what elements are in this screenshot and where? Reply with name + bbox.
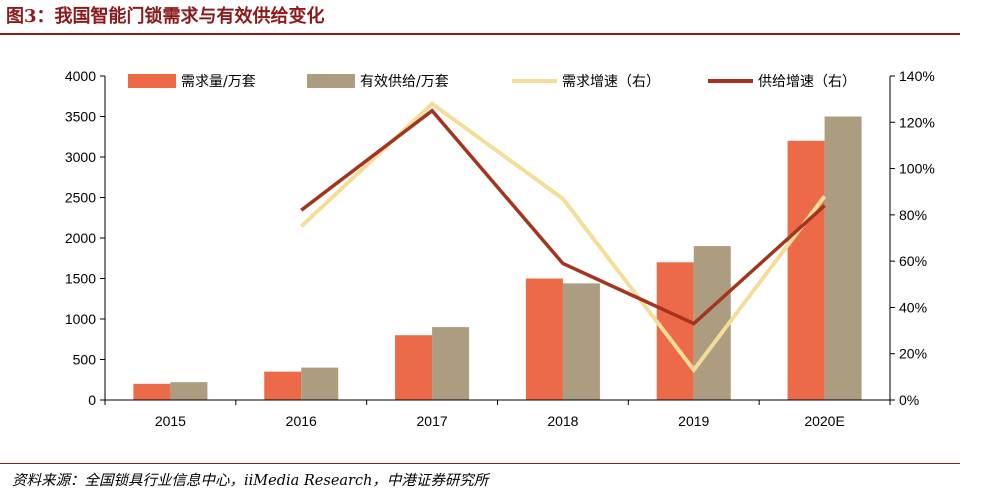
- y-left-tick-label: 2000: [65, 230, 96, 246]
- source-note: 资料来源：全国锁具行业信息中心，iiMedia Research，中港证券研究所: [12, 473, 489, 489]
- legend-supply-swatch: [307, 74, 355, 88]
- bar-demand-2017: [395, 335, 433, 400]
- axes-group: 0 500 1000 1500 2000 2500 3000 3500 4000 0% 20% 40%…: [65, 68, 935, 429]
- bar-supply-2020E: [824, 116, 862, 400]
- bar-demand-2015: [133, 383, 171, 400]
- y-right-tick-label: 80%: [899, 207, 927, 223]
- legend-supply-growth-label: 供给增速（右）: [758, 74, 856, 90]
- y-right-tick-label: 100%: [899, 161, 935, 177]
- y-right-tick-label: 140%: [899, 68, 935, 84]
- bar-supply-2016: [301, 367, 339, 400]
- bar-supply-2019: [693, 246, 731, 400]
- y-left-tick-label: 1500: [65, 271, 96, 287]
- y-right-tick-label: 20%: [899, 346, 927, 362]
- y-right-tick-label: 120%: [899, 114, 935, 130]
- y-left-tick-label: 4000: [65, 68, 96, 84]
- y-left-tick-label: 1000: [65, 311, 96, 327]
- y-left-tick-label: 3500: [65, 109, 96, 125]
- legend-demand-swatch: [128, 74, 176, 88]
- bar-demand-2016: [264, 371, 302, 400]
- legend: 需求量/万套 有效供给/万套 需求增速（右） 供给增速（右）: [128, 74, 856, 90]
- lines-group: [299, 101, 827, 374]
- y-left-tick-label: 2500: [65, 190, 96, 206]
- y-left-tick-label: 500: [73, 352, 97, 368]
- y-right-tick-label: 40%: [899, 299, 927, 315]
- header-rule: [0, 33, 960, 35]
- bars-group: [133, 116, 862, 401]
- y-right-tick-label: 60%: [899, 253, 927, 269]
- legend-demand-growth-label: 需求增速（右）: [562, 74, 660, 90]
- legend-demand-label: 需求量/万套: [181, 74, 256, 90]
- y-left-tick-label: 0: [88, 392, 96, 408]
- bar-supply-2018: [562, 283, 600, 400]
- footer-rule: [0, 463, 960, 464]
- bar-demand-2020E: [787, 140, 825, 401]
- chart-title: 图3：我国智能门锁需求与有效供给变化: [6, 6, 325, 27]
- supply-growth-line: [300, 108, 826, 326]
- x-tick-label: 2015: [155, 413, 186, 429]
- bar-supply-2017: [432, 327, 470, 400]
- y-left-tick-label: 3000: [65, 149, 96, 165]
- x-tick-label: 2017: [417, 413, 448, 429]
- x-tick-label: 2020E: [804, 413, 844, 429]
- y-right-tick-label: 0%: [899, 392, 919, 408]
- bar-demand-2018: [525, 278, 563, 400]
- legend-supply-label: 有效供给/万套: [360, 74, 449, 90]
- x-tick-label: 2019: [678, 413, 709, 429]
- bar-supply-2015: [170, 382, 208, 400]
- x-tick-label: 2018: [547, 413, 578, 429]
- x-tick-label: 2016: [286, 413, 317, 429]
